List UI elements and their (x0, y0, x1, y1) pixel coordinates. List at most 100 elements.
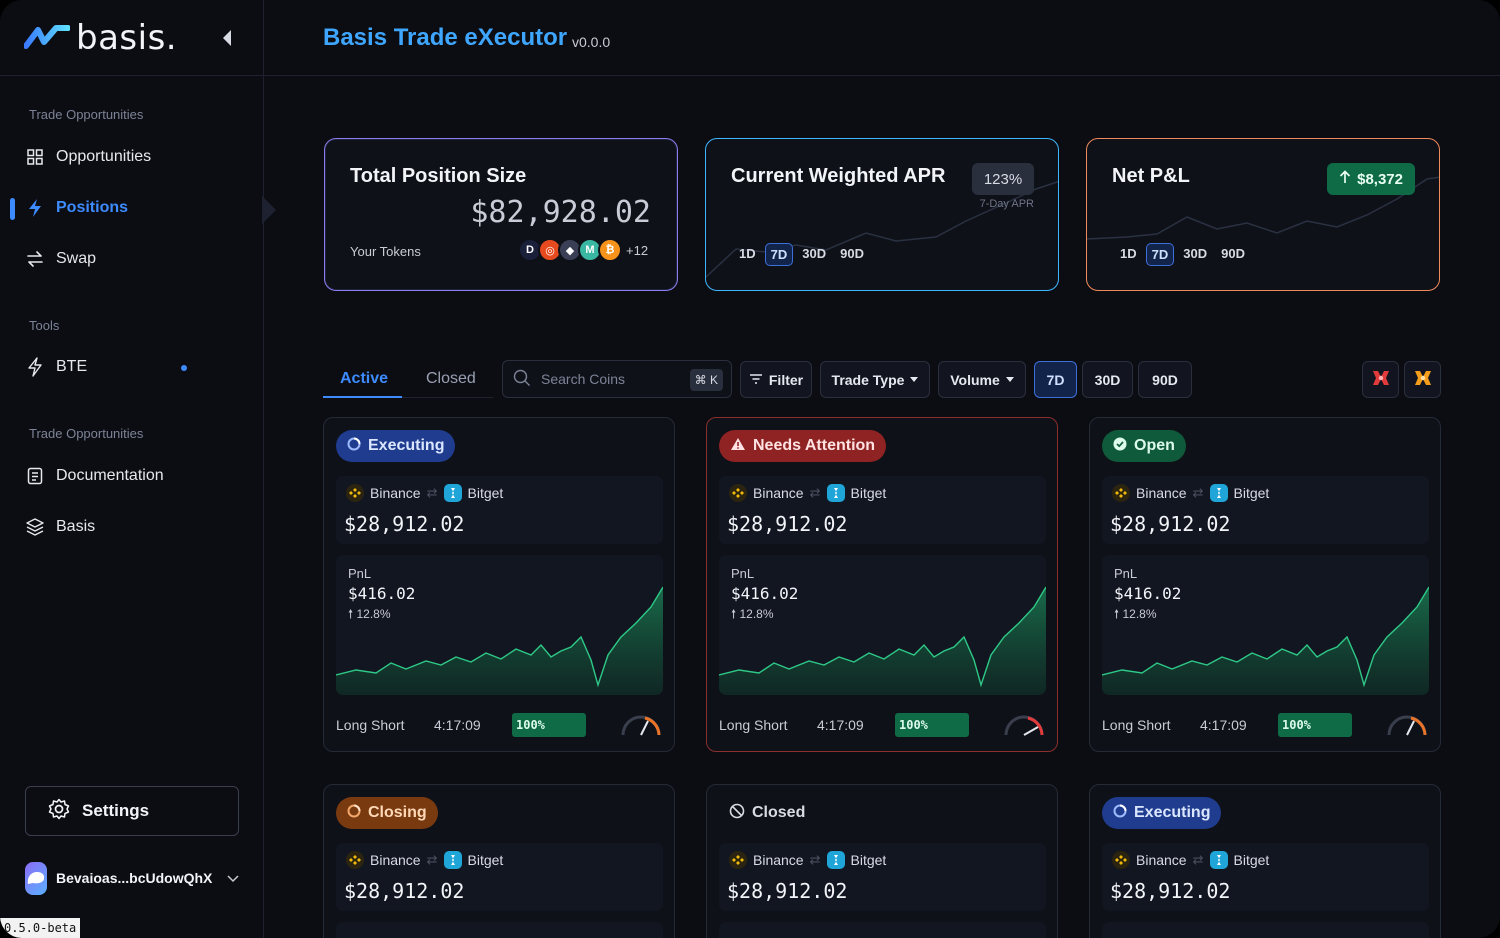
short-exchange: Bitget (850, 852, 887, 868)
pnl-badge: $8,372 (1327, 163, 1415, 195)
position-size: $28,912.02 (344, 512, 465, 536)
range-30d[interactable]: 30D (802, 246, 827, 261)
period-90d-button[interactable]: 90D (1138, 361, 1192, 398)
position-card[interactable]: Executing Binance ⇄ Bitget $28,912.02 (1089, 784, 1441, 938)
gauge-icon (1002, 711, 1046, 740)
sidebar-item-positions[interactable]: Positions (26, 193, 128, 223)
status-label: Closing (368, 804, 427, 821)
nav-section-label: Trade Opportunities (29, 426, 144, 441)
period-7d-button[interactable]: 7D (1034, 361, 1077, 398)
range-1d[interactable]: 1D (1120, 246, 1137, 261)
range-1d[interactable]: 1D (739, 246, 756, 261)
shortcut-hint: ⌘ K (689, 369, 723, 391)
long-exchange: Binance (370, 852, 421, 868)
bitget-icon (826, 484, 845, 502)
ban-icon (729, 803, 745, 824)
position-card[interactable]: Open Binance ⇄ Bitget $28,912.02 Pn (1089, 417, 1441, 752)
volume-dropdown[interactable]: Volume (938, 361, 1026, 398)
collapse-sidebar-icon[interactable] (220, 28, 234, 48)
filter-button[interactable]: Filter (740, 361, 812, 398)
swap-arrows-icon: ⇄ (426, 485, 438, 500)
view-toggle-orange-button[interactable] (1404, 361, 1441, 398)
position-footer: Long Short 4:17:09 100% (1102, 710, 1429, 740)
position-size: $28,912.02 (344, 879, 465, 903)
pnl-change: 🠕 12.8% (1114, 607, 1157, 621)
position-footer: Long Short 4:17:09 100% (719, 710, 1046, 740)
period-30d-button[interactable]: 30D (1082, 361, 1133, 398)
pnl-label: PnL (1114, 566, 1138, 581)
active-pointer (262, 196, 276, 224)
short-exchange: Bitget (1233, 852, 1270, 868)
check-circle-icon (1113, 437, 1127, 456)
short-exchange: Bitget (850, 485, 887, 501)
sidebar-item-label: Documentation (56, 467, 164, 484)
tab-closed[interactable]: Closed (426, 370, 476, 387)
view-toggle-red-button[interactable] (1362, 361, 1399, 398)
settings-label: Settings (82, 801, 150, 820)
position-card[interactable]: Closed Binance ⇄ Bitget $28,912.02 (706, 784, 1058, 938)
exchange-summary: Binance ⇄ Bitget $28,912.02 (719, 843, 1046, 911)
search-input[interactable]: Search Coins ⌘ K (502, 360, 732, 398)
binance-icon (729, 851, 747, 869)
elapsed-time: 4:17:09 (817, 717, 864, 733)
position-footer: Long Short 4:17:09 100% (336, 710, 663, 740)
apr-range-selector: 1D 7D 30D 90D (734, 243, 869, 266)
bitget-icon (443, 484, 462, 502)
status-badge: Needs Attention (719, 430, 887, 462)
tab-active[interactable]: Active (340, 370, 389, 387)
status-badge: Closing (336, 797, 438, 829)
settings-button[interactable]: Settings (25, 786, 239, 836)
swap-arrows-icon: ⇄ (809, 852, 821, 867)
net-pnl-card: Net P&L $8,372 1D 7D 30D 90D (1086, 138, 1440, 291)
status-badge: Executing (1102, 797, 1222, 829)
range-90d[interactable]: 90D (1221, 246, 1245, 261)
trade-type-dropdown[interactable]: Trade Type (820, 361, 930, 398)
swap-arrows-icon: ⇄ (809, 485, 821, 500)
pnl-label: PnL (348, 566, 372, 581)
position-card[interactable]: Executing Binance ⇄ Bitget $28,912.02 (323, 417, 675, 752)
status-label: Executing (368, 437, 445, 454)
status-label: Open (1134, 437, 1175, 454)
caret-down-icon (910, 377, 919, 382)
exchange-pair: Binance ⇄ Bitget (346, 851, 503, 869)
tab-underline (323, 396, 402, 398)
status-badge: Closed (719, 797, 816, 829)
exchange-summary: Binance ⇄ Bitget $28,912.02 (1102, 843, 1429, 911)
account-switcher[interactable]: Bevaioas...bcUdowQhX (25, 860, 239, 896)
long-exchange: Binance (753, 852, 804, 868)
progress-bar: 100% (895, 713, 969, 737)
basis-logo-icon (24, 25, 70, 49)
spinner-icon (1113, 804, 1127, 823)
sidebar-item-bte[interactable]: BTE (26, 352, 87, 382)
sidebar-item-basis[interactable]: Basis (26, 512, 95, 542)
position-size: $28,912.02 (727, 879, 848, 903)
pnl-value: $416.02 (731, 584, 799, 603)
logo-row: basis. (0, 0, 264, 76)
brand-name: basis. (76, 18, 178, 58)
sidebar-item-documentation[interactable]: Documentation (26, 461, 164, 491)
short-exchange: Bitget (1233, 485, 1270, 501)
pnl-sparkline (1087, 176, 1439, 240)
search-placeholder: Search Coins (541, 371, 626, 387)
exchange-summary: Binance ⇄ Bitget $28,912.02 (336, 476, 663, 544)
pnl-chart (336, 586, 663, 695)
sidebar-item-opportunities[interactable]: Opportunities (26, 142, 151, 172)
total-position-value: $82,928.02 (470, 195, 651, 230)
sidebar-item-label: Swap (56, 250, 97, 267)
range-7d[interactable]: 7D (764, 243, 794, 266)
pnl-change: 🠕 12.8% (731, 607, 774, 621)
pnl-panel: PnL $416.02 🠕 12.8% (336, 555, 663, 695)
filter-icon (749, 372, 763, 388)
long-exchange: Binance (370, 485, 421, 501)
range-90d[interactable]: 90D (840, 246, 864, 261)
trade-type-label: Trade Type (831, 371, 905, 388)
position-card[interactable]: Closing Binance ⇄ Bitget $28,912.02 (323, 784, 675, 938)
position-card[interactable]: Needs Attention Binance ⇄ Bitget $28,912… (706, 417, 1058, 752)
range-30d[interactable]: 30D (1183, 246, 1208, 261)
stat-title: Net P&L (1112, 165, 1190, 187)
binance-icon (1112, 851, 1130, 869)
range-7d[interactable]: 7D (1145, 243, 1175, 266)
pnl-chart (1102, 586, 1429, 695)
sidebar-item-swap[interactable]: Swap (26, 244, 96, 274)
